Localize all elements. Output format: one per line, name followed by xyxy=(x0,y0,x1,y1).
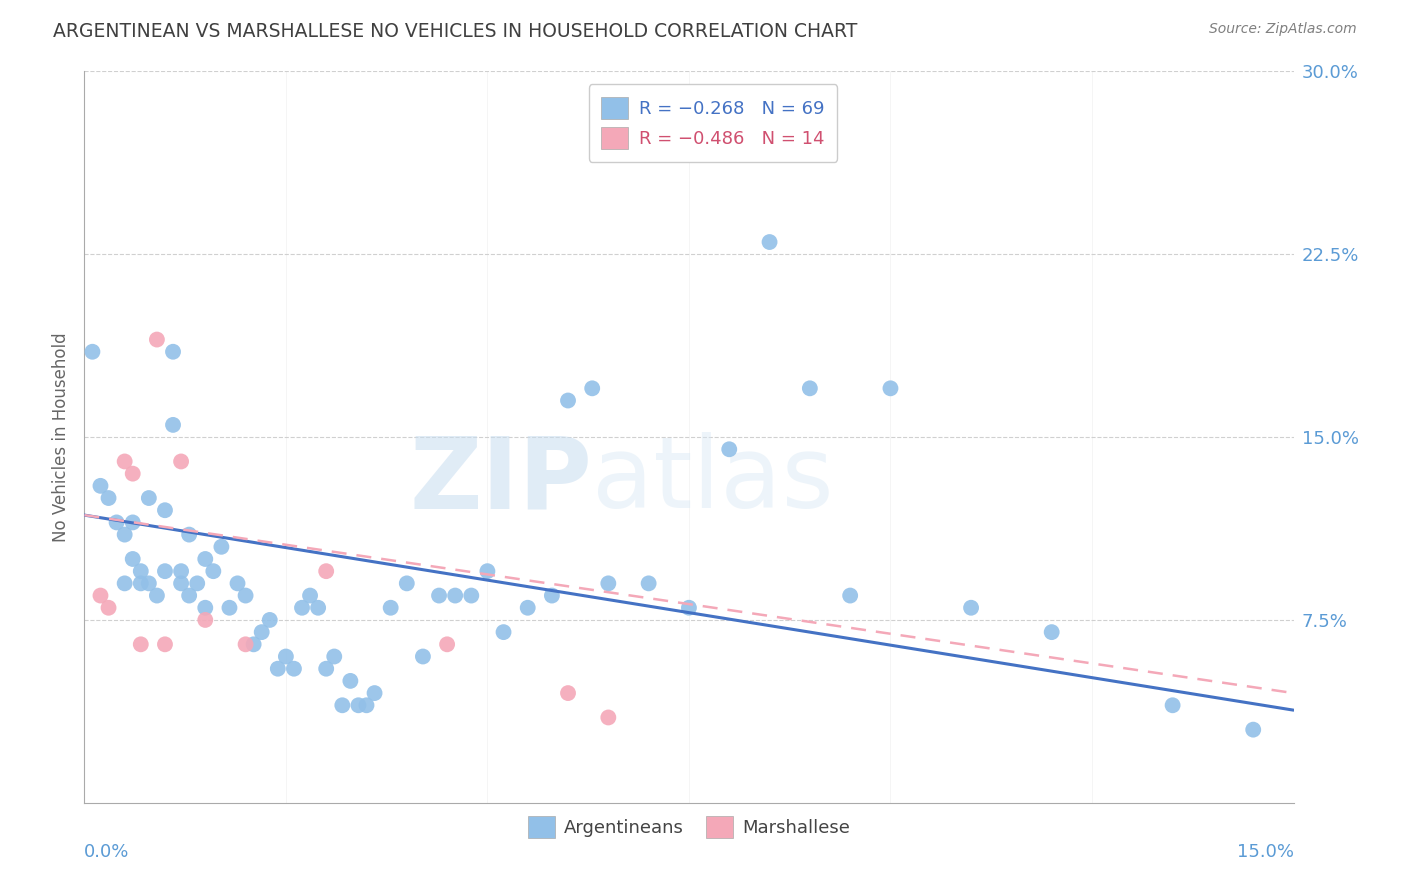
Point xyxy=(557,686,579,700)
Point xyxy=(291,600,314,615)
Point xyxy=(153,637,176,651)
Point xyxy=(718,442,741,457)
Point xyxy=(581,381,603,395)
Point xyxy=(89,479,111,493)
Point xyxy=(323,649,346,664)
Point xyxy=(114,576,136,591)
Point xyxy=(412,649,434,664)
Point xyxy=(330,698,353,713)
Point xyxy=(427,589,450,603)
Point xyxy=(89,589,111,603)
Point xyxy=(105,516,128,530)
Point xyxy=(121,516,143,530)
Point xyxy=(395,576,418,591)
Text: 0.0%: 0.0% xyxy=(84,843,129,861)
Point xyxy=(436,637,458,651)
Point xyxy=(146,333,169,347)
Point xyxy=(194,552,217,566)
Point xyxy=(315,662,337,676)
Point xyxy=(170,564,193,578)
Point xyxy=(347,698,370,713)
Point xyxy=(283,662,305,676)
Point xyxy=(444,589,467,603)
Point xyxy=(356,698,378,713)
Point xyxy=(194,613,217,627)
Point xyxy=(235,589,257,603)
Point xyxy=(129,576,152,591)
Point xyxy=(960,600,983,615)
Point xyxy=(138,491,160,505)
Point xyxy=(557,393,579,408)
Point xyxy=(97,491,120,505)
Point xyxy=(202,564,225,578)
Point xyxy=(170,576,193,591)
Point xyxy=(186,576,208,591)
Point xyxy=(879,381,901,395)
Point xyxy=(162,417,184,432)
Point xyxy=(307,600,329,615)
Point xyxy=(598,710,620,724)
Point xyxy=(129,564,152,578)
Point xyxy=(153,564,176,578)
Point xyxy=(179,527,201,541)
Point xyxy=(1040,625,1063,640)
Point xyxy=(339,673,361,688)
Point xyxy=(1161,698,1184,713)
Point xyxy=(138,576,160,591)
Point xyxy=(82,344,104,359)
Point xyxy=(170,454,193,468)
Point xyxy=(194,600,217,615)
Point xyxy=(153,503,176,517)
Point xyxy=(380,600,402,615)
Text: ZIP: ZIP xyxy=(409,433,592,530)
Point xyxy=(226,576,249,591)
Point xyxy=(235,637,257,651)
Point xyxy=(267,662,290,676)
Point xyxy=(516,600,538,615)
Point xyxy=(242,637,264,651)
Point xyxy=(637,576,659,591)
Point xyxy=(492,625,515,640)
Y-axis label: No Vehicles in Household: No Vehicles in Household xyxy=(52,332,70,542)
Text: ARGENTINEAN VS MARSHALLESE NO VEHICLES IN HOUSEHOLD CORRELATION CHART: ARGENTINEAN VS MARSHALLESE NO VEHICLES I… xyxy=(53,22,858,41)
Point xyxy=(1241,723,1264,737)
Point xyxy=(598,576,620,591)
Point xyxy=(460,589,482,603)
Point xyxy=(839,589,862,603)
Point xyxy=(250,625,273,640)
Point xyxy=(799,381,821,395)
Point xyxy=(114,454,136,468)
Point xyxy=(259,613,281,627)
Point xyxy=(541,589,564,603)
Point xyxy=(146,589,169,603)
Point xyxy=(758,235,780,249)
Point xyxy=(162,344,184,359)
Point xyxy=(678,600,700,615)
Point xyxy=(299,589,322,603)
Point xyxy=(121,467,143,481)
Point xyxy=(114,527,136,541)
Text: Source: ZipAtlas.com: Source: ZipAtlas.com xyxy=(1209,22,1357,37)
Point xyxy=(129,637,152,651)
Point xyxy=(179,589,201,603)
Text: atlas: atlas xyxy=(592,433,834,530)
Point xyxy=(363,686,385,700)
Text: 15.0%: 15.0% xyxy=(1236,843,1294,861)
Point xyxy=(315,564,337,578)
Point xyxy=(274,649,297,664)
Point xyxy=(209,540,232,554)
Point xyxy=(477,564,499,578)
Legend: Argentineans, Marshallese: Argentineans, Marshallese xyxy=(520,808,858,845)
Point xyxy=(97,600,120,615)
Point xyxy=(121,552,143,566)
Point xyxy=(218,600,240,615)
